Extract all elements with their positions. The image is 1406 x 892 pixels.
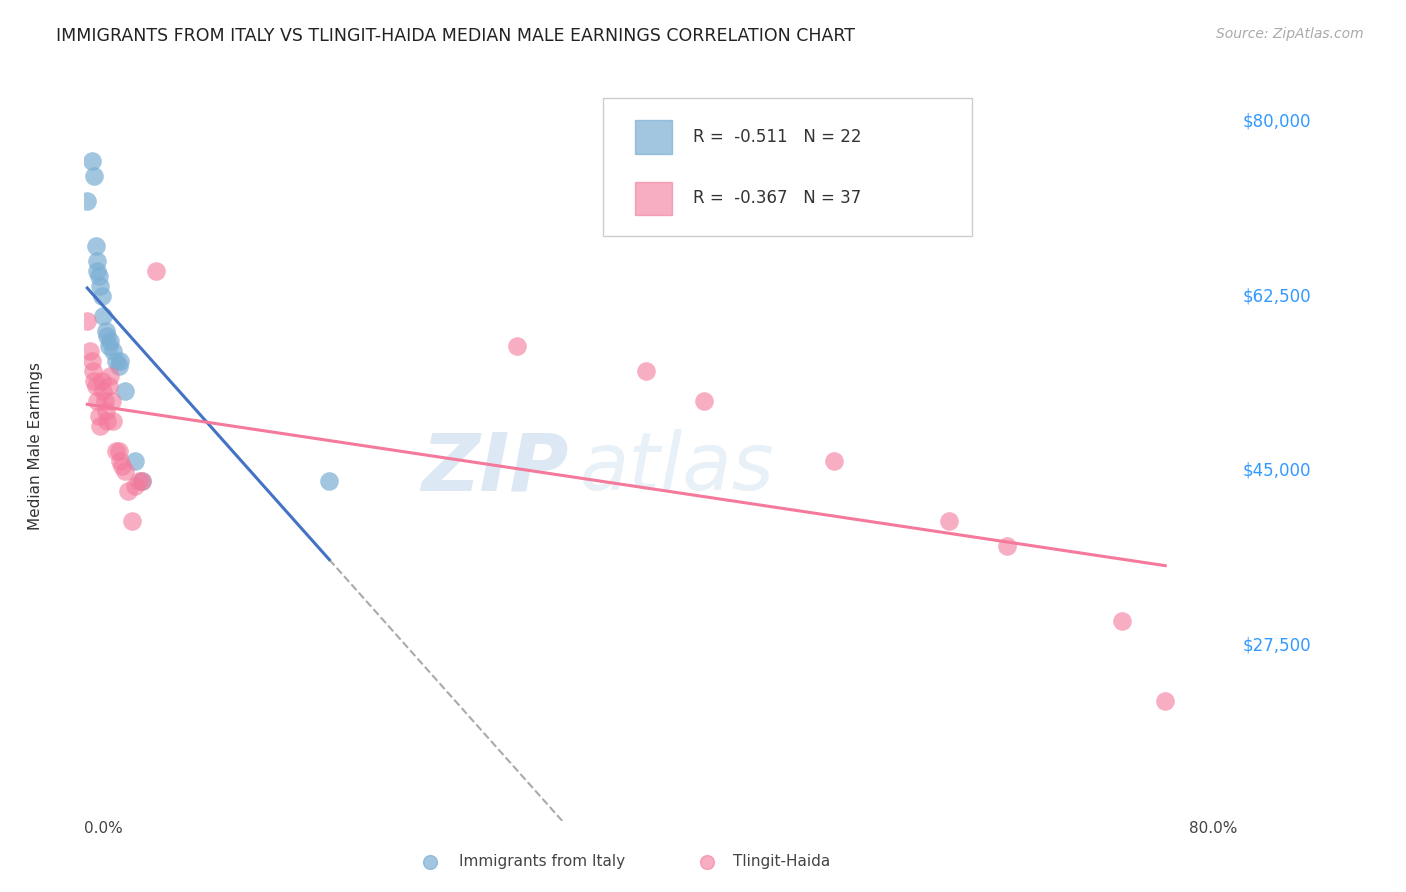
Point	[995, 539, 1018, 553]
Bar	[636, 181, 672, 215]
Point	[124, 454, 146, 468]
Point	[105, 444, 128, 458]
Point	[89, 279, 111, 293]
Point	[114, 464, 136, 478]
Text: $62,500: $62,500	[1243, 287, 1312, 305]
Point	[96, 414, 118, 428]
Point	[84, 239, 107, 253]
Point	[124, 479, 146, 493]
Point	[110, 454, 132, 468]
Point	[117, 483, 139, 498]
Point	[83, 169, 105, 184]
Point	[90, 289, 112, 303]
Point	[84, 379, 107, 393]
Point	[80, 154, 103, 169]
Point	[636, 364, 658, 378]
Point	[318, 474, 340, 488]
Point	[128, 474, 150, 488]
Point	[86, 254, 108, 268]
Text: $45,000: $45,000	[1243, 462, 1312, 480]
Point	[98, 369, 121, 384]
Point	[79, 344, 101, 359]
Point	[97, 379, 120, 393]
Point	[1111, 614, 1133, 628]
Point	[506, 339, 529, 353]
Point	[1154, 694, 1177, 708]
Text: atlas: atlas	[581, 429, 775, 508]
Text: Source: ZipAtlas.com: Source: ZipAtlas.com	[1216, 27, 1364, 41]
Point	[100, 394, 122, 409]
Point	[94, 404, 117, 418]
Bar	[636, 120, 672, 153]
Text: 80.0%: 80.0%	[1189, 821, 1237, 836]
Point	[131, 474, 153, 488]
Point	[89, 419, 111, 434]
Text: R =  -0.511   N = 22: R = -0.511 N = 22	[693, 128, 860, 146]
Text: $80,000: $80,000	[1243, 112, 1312, 130]
Text: ZIP: ZIP	[422, 429, 568, 508]
Point	[111, 458, 134, 473]
Point	[105, 354, 128, 368]
Point	[83, 374, 105, 388]
Point	[108, 359, 131, 373]
Point	[93, 394, 115, 409]
Point	[90, 374, 112, 388]
Point	[145, 264, 167, 278]
Point	[76, 314, 98, 328]
Point	[103, 414, 124, 428]
Point	[86, 264, 108, 278]
FancyBboxPatch shape	[603, 97, 972, 236]
Point	[76, 194, 98, 209]
Point	[110, 354, 132, 368]
Point	[87, 269, 110, 284]
Text: IMMIGRANTS FROM ITALY VS TLINGIT-HAIDA MEDIAN MALE EARNINGS CORRELATION CHART: IMMIGRANTS FROM ITALY VS TLINGIT-HAIDA M…	[56, 27, 855, 45]
Point	[98, 334, 121, 348]
Point	[80, 354, 103, 368]
Point	[97, 339, 120, 353]
Point	[94, 324, 117, 338]
Point	[938, 514, 960, 528]
Point	[693, 394, 716, 409]
Point	[91, 384, 114, 398]
Point	[87, 409, 110, 423]
Point	[86, 394, 108, 409]
Text: $27,500: $27,500	[1243, 637, 1312, 655]
Point	[103, 344, 124, 359]
Point	[91, 309, 114, 323]
Text: R =  -0.367   N = 37: R = -0.367 N = 37	[693, 189, 860, 207]
Point	[114, 384, 136, 398]
Text: Tlingit-Haida: Tlingit-Haida	[734, 855, 831, 870]
Point	[82, 364, 104, 378]
Point	[131, 474, 153, 488]
Point	[108, 444, 131, 458]
Text: Immigrants from Italy: Immigrants from Italy	[460, 855, 626, 870]
Text: 0.0%: 0.0%	[84, 821, 124, 836]
Point	[121, 514, 143, 528]
Point	[823, 454, 845, 468]
Text: Median Male Earnings: Median Male Earnings	[28, 362, 44, 530]
Point	[96, 329, 118, 343]
